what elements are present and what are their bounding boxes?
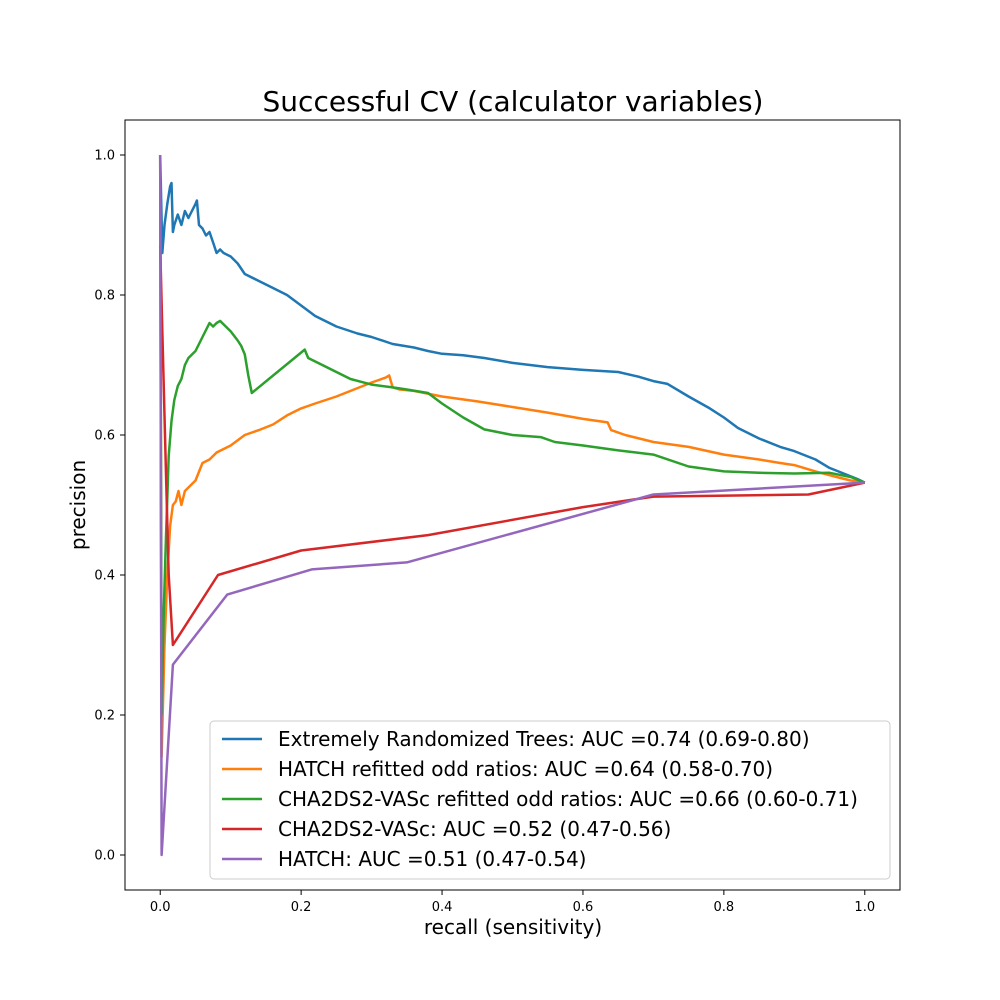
x-tick-label: 0.4: [432, 900, 453, 915]
x-axis-label: recall (sensitivity): [424, 915, 602, 939]
legend-label: CHA2DS2-VASc refitted odd ratios: AUC =0…: [278, 787, 858, 811]
y-tick-label: 0.8: [94, 289, 115, 304]
series-line-0: [158, 154, 866, 484]
legend-entries: Extremely Randomized Trees: AUC =0.74 (0…: [222, 727, 858, 871]
y-axis-ticks: 0.0 0.2 0.4 0.6 0.8 1.0: [94, 149, 125, 864]
y-tick-label: 0.6: [94, 429, 115, 444]
plot-frame: [124, 119, 901, 891]
series-line-1: [158, 154, 865, 759]
x-tick-label: 1.0: [854, 900, 875, 915]
y-tick-label: 1.0: [94, 149, 115, 164]
legend-label: HATCH refitted odd ratios: AUC =0.64 (0.…: [278, 757, 773, 781]
series-line-4: [158, 154, 865, 857]
y-tick-label: 0.2: [94, 709, 115, 724]
legend-label: Extremely Randomized Trees: AUC =0.74 (0…: [278, 727, 810, 751]
y-tick-label: 0.0: [94, 849, 115, 864]
series-line-3: [158, 245, 866, 647]
y-tick-label: 0.4: [94, 569, 115, 584]
series-lines: [158, 154, 866, 857]
chart-title: Successful CV (calculator variables): [263, 85, 764, 118]
x-tick-label: 0.6: [573, 900, 594, 915]
legend-box: [209, 720, 891, 880]
legend: Extremely Randomized Trees: AUC =0.74 (0…: [209, 720, 891, 880]
legend-label: CHA2DS2-VASc: AUC =0.52 (0.47-0.56): [278, 817, 671, 841]
series-line-2: [158, 154, 866, 717]
legend-label: HATCH: AUC =0.51 (0.47-0.54): [278, 847, 587, 871]
x-tick-label: 0.8: [714, 900, 735, 915]
x-tick-label: 0.0: [150, 900, 171, 915]
x-axis-ticks: 0.0 0.2 0.4 0.6 0.8 1.0: [150, 890, 875, 915]
x-tick-label: 0.2: [291, 900, 312, 915]
y-axis-label: precision: [66, 460, 90, 550]
